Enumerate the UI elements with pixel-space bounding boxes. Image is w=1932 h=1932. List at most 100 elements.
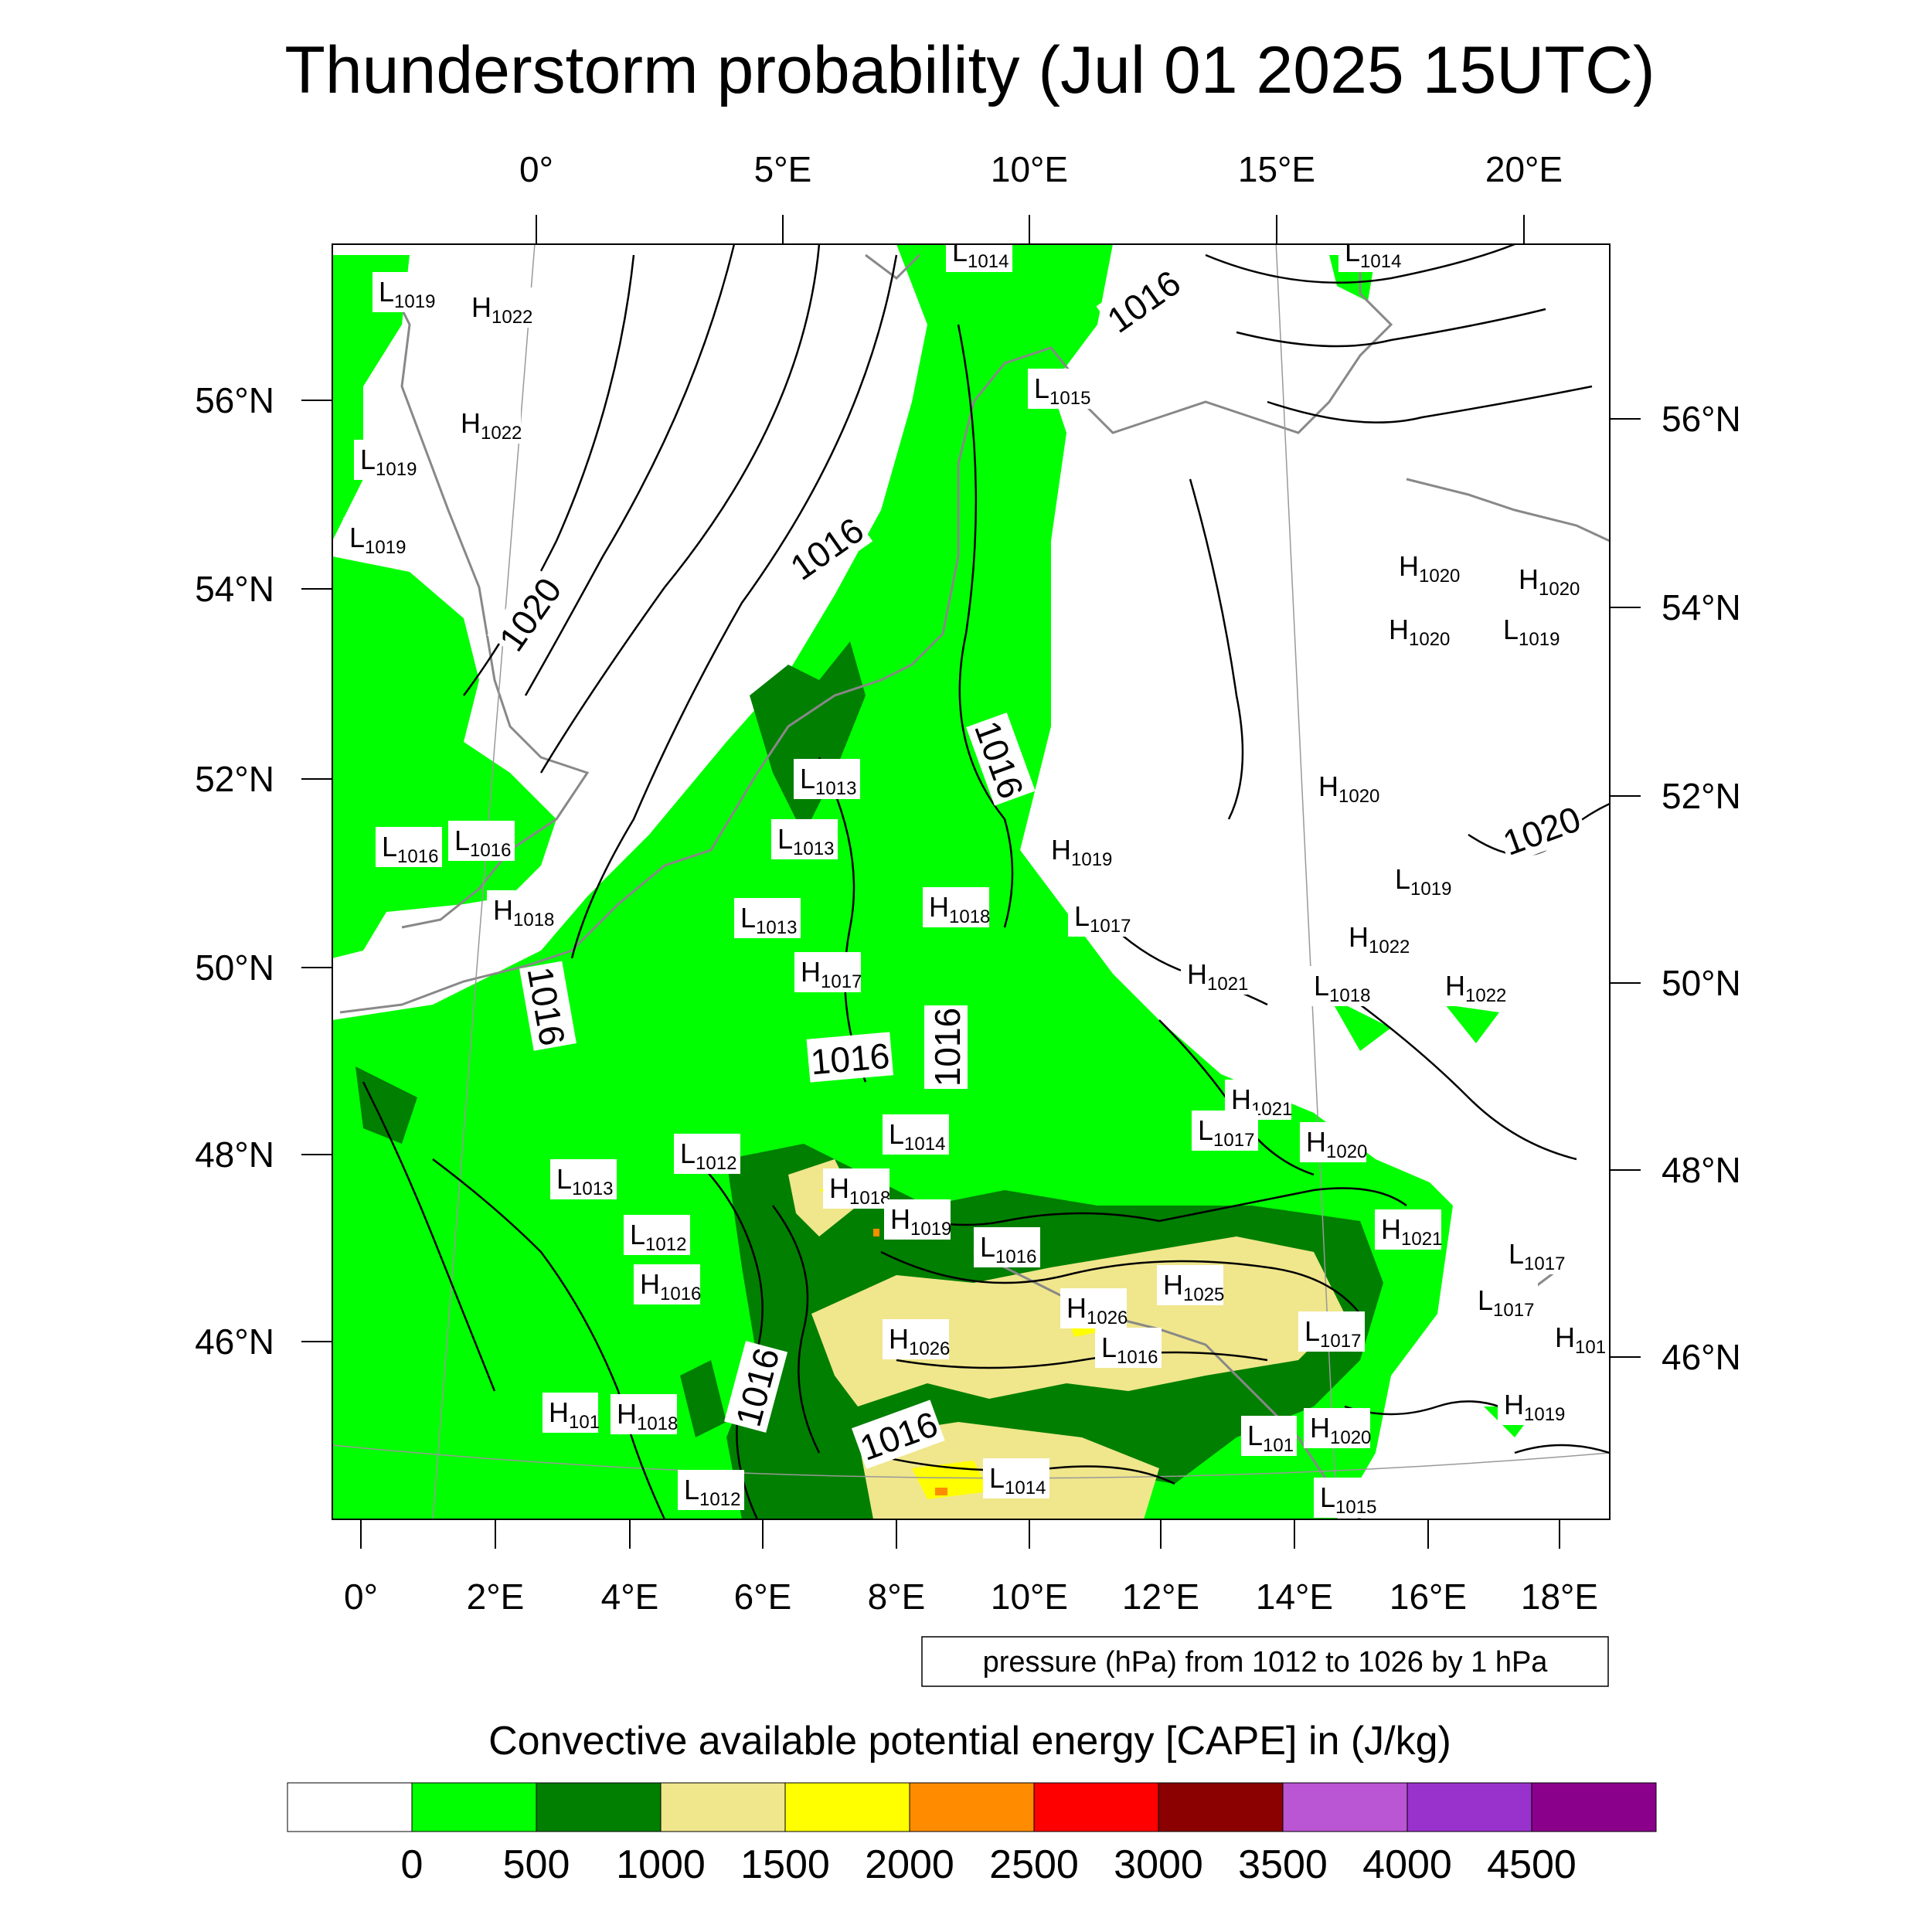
- low-pressure-label: L1012: [624, 1215, 690, 1255]
- bottom-axis-label: 14°E: [1256, 1577, 1333, 1617]
- low-pressure-label: L1019: [354, 440, 420, 480]
- left-axis-label: 48°N: [195, 1134, 274, 1175]
- colorbar-cell: [909, 1782, 1035, 1832]
- high-pressure-label: H101: [1549, 1318, 1606, 1358]
- low-pressure-label: L1014: [946, 236, 1012, 272]
- low-pressure-label: L1016: [1095, 1328, 1162, 1368]
- top-axis: 0° 5°E 10°E 15°E 20°E: [519, 149, 1563, 244]
- colorbar-tick-label: 0: [401, 1842, 423, 1887]
- contour-label: 1016: [927, 1008, 968, 1087]
- pressure-center-text: L1014: [952, 236, 1009, 272]
- low-pressure-label: L1017: [1502, 1234, 1569, 1274]
- colorbar-cell: [287, 1782, 413, 1832]
- low-pressure-label: L1018: [1308, 966, 1374, 1006]
- contour-label: 1016: [809, 1036, 891, 1083]
- low-pressure-label: L1016: [974, 1227, 1040, 1267]
- bottom-axis-label: 12°E: [1122, 1577, 1199, 1617]
- colorbar-tick-label: 500: [503, 1842, 570, 1887]
- top-axis-label: 5°E: [754, 149, 812, 189]
- bottom-axis-label: 10°E: [991, 1577, 1068, 1617]
- bottom-axis-label: 16°E: [1389, 1577, 1467, 1617]
- left-axis-label: 52°N: [195, 759, 274, 799]
- colorbar-cell: [1158, 1782, 1284, 1832]
- left-axis-label: 54°N: [195, 569, 274, 609]
- low-pressure-label: L1013: [794, 759, 860, 799]
- high-pressure-label: H1020: [1383, 610, 1450, 650]
- high-pressure-label: H1018: [823, 1168, 890, 1209]
- high-pressure-label: H1018: [487, 890, 554, 930]
- high-pressure-label: H1020: [1393, 546, 1460, 587]
- bottom-axis: 0° 2°E 4°E 6°E 8°E 10°E 12°E 14°E 16°E 1…: [344, 1519, 1598, 1617]
- low-pressure-label: L1019: [343, 518, 410, 558]
- colorbar-cell: [1531, 1782, 1657, 1832]
- left-axis: 56°N 54°N 52°N 50°N 48°N 46°N: [195, 380, 332, 1362]
- high-pressure-label: H1017: [794, 952, 862, 992]
- pressure-center-text: L1014: [1345, 236, 1401, 272]
- low-pressure-label: L1016: [376, 827, 442, 867]
- bottom-axis-label: 18°E: [1521, 1577, 1598, 1617]
- bottom-axis-label: 8°E: [868, 1577, 926, 1617]
- bottom-axis-label: 0°: [344, 1577, 378, 1617]
- low-pressure-label: L1019: [1497, 610, 1563, 650]
- low-pressure-label: L1014: [883, 1114, 949, 1155]
- high-pressure-label: H1022: [454, 403, 522, 444]
- high-pressure-label: H1020: [1304, 1408, 1371, 1448]
- colorbar-tick-label: 4000: [1362, 1842, 1452, 1887]
- right-axis-label: 48°N: [1662, 1150, 1741, 1190]
- colorbar: Convective available potential energy [C…: [287, 1719, 1657, 1887]
- colorbar-cells: [287, 1782, 1657, 1832]
- left-axis-label: 56°N: [195, 380, 274, 420]
- map-frame: [332, 243, 1611, 1520]
- pressure-info-box: pressure (hPa) from 1012 to 1026 by 1 hP…: [921, 1636, 1609, 1687]
- top-axis-label: 0°: [519, 149, 553, 189]
- low-pressure-label: L1014: [983, 1458, 1049, 1498]
- high-pressure-label: H1026: [1060, 1288, 1128, 1328]
- low-pressure-label: L1013: [550, 1159, 617, 1199]
- low-pressure-label: L1012: [674, 1134, 740, 1174]
- high-pressure-label: H1020: [1512, 560, 1580, 600]
- low-pressure-label: L1017: [1192, 1111, 1258, 1151]
- high-pressure-label: H1025: [1157, 1265, 1224, 1305]
- map-area: 1016 1020 1016 1016 1016 1016: [332, 236, 1610, 1519]
- pressure-center-text: L1015: [1320, 1481, 1376, 1518]
- high-pressure-label: H1018: [923, 887, 990, 927]
- colorbar-cell: [660, 1782, 786, 1832]
- low-pressure-label: L1012: [678, 1470, 744, 1510]
- high-pressure-label: H1021: [1375, 1209, 1442, 1250]
- high-pressure-label: H1019: [1045, 830, 1112, 870]
- low-pressure-label: L101: [1241, 1416, 1297, 1456]
- colorbar-ticks: 0 500 1000 1500 2000 2500 3000 3500 4000 4500: [401, 1842, 1577, 1887]
- high-pressure-label: H1022: [1342, 917, 1410, 957]
- low-pressure-label: L1015: [1028, 369, 1094, 409]
- right-axis-label: 50°N: [1662, 963, 1741, 1003]
- left-axis-label: 46°N: [195, 1321, 274, 1362]
- pressure-center-text: L1014: [989, 1462, 1046, 1498]
- low-pressure-label: L1013: [734, 898, 801, 938]
- left-axis-label: 50°N: [195, 947, 274, 988]
- right-axis: 56°N 54°N 52°N 50°N 48°N 46°N: [1610, 399, 1741, 1377]
- cape-shading-high: [873, 1229, 947, 1495]
- high-pressure-label: H101: [543, 1393, 600, 1433]
- high-pressure-label: H1022: [465, 287, 532, 328]
- low-pressure-label: L1019: [372, 272, 439, 312]
- high-pressure-label: H1020: [1312, 767, 1379, 807]
- colorbar-tick-label: 4500: [1487, 1842, 1577, 1887]
- pressure-info-text: pressure (hPa) from 1012 to 1026 by 1 hP…: [983, 1646, 1549, 1679]
- colorbar-tick-label: 2500: [989, 1842, 1079, 1887]
- colorbar-tick-label: 3000: [1114, 1842, 1203, 1887]
- high-pressure-label: H1026: [883, 1319, 950, 1359]
- low-pressure-label: L1017: [1471, 1281, 1538, 1321]
- low-pressure-label: L1015: [1314, 1478, 1380, 1518]
- low-pressure-label: L1017: [1068, 896, 1134, 937]
- low-pressure-label: L1016: [448, 821, 515, 861]
- high-pressure-label: H1016: [634, 1264, 701, 1304]
- isobars: [362, 244, 1610, 1519]
- right-axis-label: 56°N: [1662, 399, 1741, 439]
- colorbar-title: Convective available potential energy [C…: [488, 1719, 1451, 1764]
- high-pressure-label: H1019: [1498, 1385, 1565, 1425]
- right-axis-label: 54°N: [1662, 587, 1741, 628]
- pressure-center-text: H1018: [829, 1172, 890, 1209]
- bottom-axis-label: 2°E: [467, 1577, 525, 1617]
- colorbar-cell: [1033, 1782, 1159, 1832]
